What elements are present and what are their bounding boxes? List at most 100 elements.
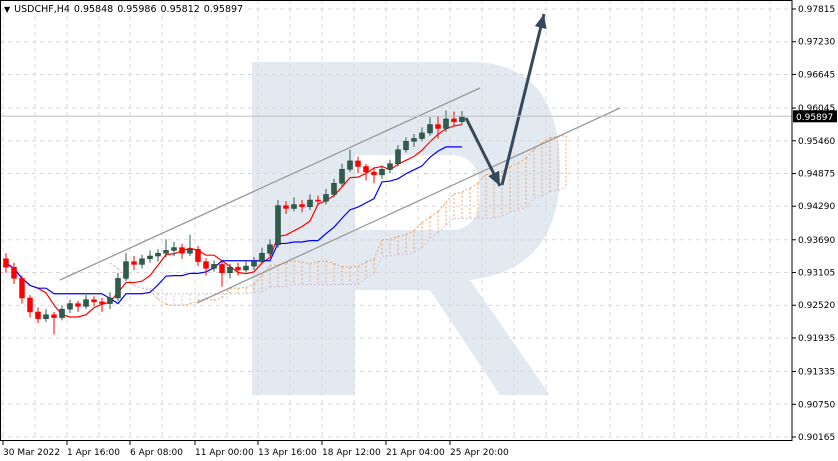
candle-body bbox=[43, 314, 49, 319]
senkou-span-a bbox=[309, 260, 319, 265]
grid bbox=[0, 0, 792, 440]
price-tick-label: 0.91935 bbox=[798, 334, 835, 344]
senkou-span-a bbox=[365, 258, 375, 263]
time-tick-label: 21 Apr 04:00 bbox=[386, 448, 445, 458]
senkou-span-b bbox=[149, 287, 159, 295]
senkou-span-a bbox=[373, 239, 383, 260]
candle-body bbox=[11, 266, 17, 279]
senkou-span-b bbox=[501, 211, 511, 217]
senkou-span-b bbox=[557, 187, 567, 191]
senkou-span-a bbox=[381, 238, 391, 241]
plot-frame bbox=[0, 0, 793, 441]
logo-watermark bbox=[252, 62, 560, 395]
senkou-span-a bbox=[405, 230, 415, 235]
senkou-span-a bbox=[469, 182, 479, 189]
senkou-span-a bbox=[541, 137, 551, 144]
triangle-down-icon[interactable]: ▼ bbox=[4, 5, 11, 14]
candle-body bbox=[443, 118, 449, 129]
senkou-span-a bbox=[165, 303, 175, 306]
candle-body bbox=[331, 183, 337, 195]
price-tick-label: 0.91335 bbox=[798, 368, 835, 378]
candle-body bbox=[299, 204, 305, 208]
candle-body bbox=[419, 132, 425, 139]
open-value: 0.95848 bbox=[73, 4, 114, 15]
candle-body bbox=[99, 301, 105, 304]
candle-body bbox=[435, 124, 441, 129]
senkou-span-a bbox=[349, 265, 359, 268]
tenkan-sen-line bbox=[5, 123, 463, 318]
candle-body bbox=[155, 252, 161, 257]
candle-body bbox=[427, 124, 433, 134]
candle-body bbox=[115, 278, 121, 299]
senkou-span-b bbox=[549, 189, 559, 193]
candle-body bbox=[251, 261, 257, 267]
senkou-span-a bbox=[397, 233, 407, 237]
senkou-span-b bbox=[365, 273, 375, 279]
senkou-span-b bbox=[541, 191, 551, 197]
candle-body bbox=[235, 266, 241, 271]
forecast-arrow-up bbox=[500, 13, 546, 186]
senkou-span-b bbox=[429, 232, 439, 239]
senkou-span-b bbox=[373, 255, 383, 275]
price-tick-label: 0.93105 bbox=[798, 269, 835, 279]
candle-body bbox=[371, 171, 377, 176]
annotations bbox=[0, 13, 792, 304]
price-tick-label: 0.97815 bbox=[798, 5, 835, 15]
candle-body bbox=[283, 205, 289, 209]
senkou-span-a bbox=[461, 187, 471, 193]
senkou-span-b bbox=[389, 254, 399, 257]
price-tick-label: 0.96645 bbox=[798, 70, 835, 80]
senkou-span-b bbox=[125, 278, 135, 286]
candle-body bbox=[51, 314, 57, 318]
price-tick-label: 0.95460 bbox=[798, 137, 835, 147]
time-tick-label: 13 Apr 16:00 bbox=[258, 448, 317, 458]
senkou-span-a bbox=[341, 266, 351, 268]
senkou-span-a bbox=[245, 283, 255, 288]
price-tick-label: 0.90750 bbox=[798, 400, 835, 410]
senkou-span-a bbox=[237, 286, 247, 289]
senkou-span-a bbox=[293, 260, 303, 263]
senkou-span-a bbox=[509, 162, 519, 168]
senkou-span-a bbox=[413, 222, 423, 232]
senkou-span-b bbox=[517, 206, 527, 211]
candle-body bbox=[227, 266, 233, 274]
candle-body bbox=[291, 204, 297, 209]
candle-body bbox=[347, 160, 353, 170]
high-value: 0.95986 bbox=[117, 4, 157, 15]
senkou-span-a bbox=[333, 263, 343, 268]
senkou-span-a bbox=[357, 261, 367, 267]
senkou-span-b bbox=[437, 224, 447, 234]
candle-body bbox=[27, 297, 33, 313]
price-tick-label: 0.92520 bbox=[798, 301, 835, 311]
senkou-span-b bbox=[357, 277, 367, 285]
candle-body bbox=[211, 264, 217, 269]
senkou-span-b bbox=[245, 291, 255, 295]
candle-body bbox=[395, 149, 401, 164]
candle-body bbox=[403, 141, 409, 150]
price-tick-label: 0.97230 bbox=[798, 38, 835, 48]
time-tick-label: 18 Apr 12:00 bbox=[322, 448, 381, 458]
candle-body bbox=[339, 169, 345, 184]
chart-header: ▼ USDCHF,H4 0.95848 0.95986 0.95812 0.95… bbox=[4, 4, 244, 15]
candle-body bbox=[123, 261, 129, 279]
candle-body bbox=[75, 303, 81, 307]
senkou-span-a bbox=[269, 264, 279, 266]
candle-body bbox=[275, 205, 281, 246]
candle-body bbox=[243, 265, 249, 271]
senkou-span-a bbox=[189, 300, 199, 305]
candle-body bbox=[379, 169, 385, 176]
senkou-span-b bbox=[109, 262, 119, 270]
candle-body bbox=[459, 116, 465, 122]
senkou-span-a bbox=[437, 202, 447, 212]
candle-body bbox=[107, 297, 113, 304]
time-tick-label: 25 Apr 20:00 bbox=[450, 448, 509, 458]
senkou-span-a bbox=[549, 135, 559, 139]
candle-body bbox=[203, 261, 209, 269]
forecast-arrow-up-head bbox=[534, 14, 547, 30]
candle-body bbox=[387, 163, 393, 170]
kijun-sen-line bbox=[5, 146, 462, 305]
candle-body bbox=[3, 258, 9, 268]
candle-body bbox=[179, 247, 185, 254]
candle-body bbox=[315, 199, 321, 202]
